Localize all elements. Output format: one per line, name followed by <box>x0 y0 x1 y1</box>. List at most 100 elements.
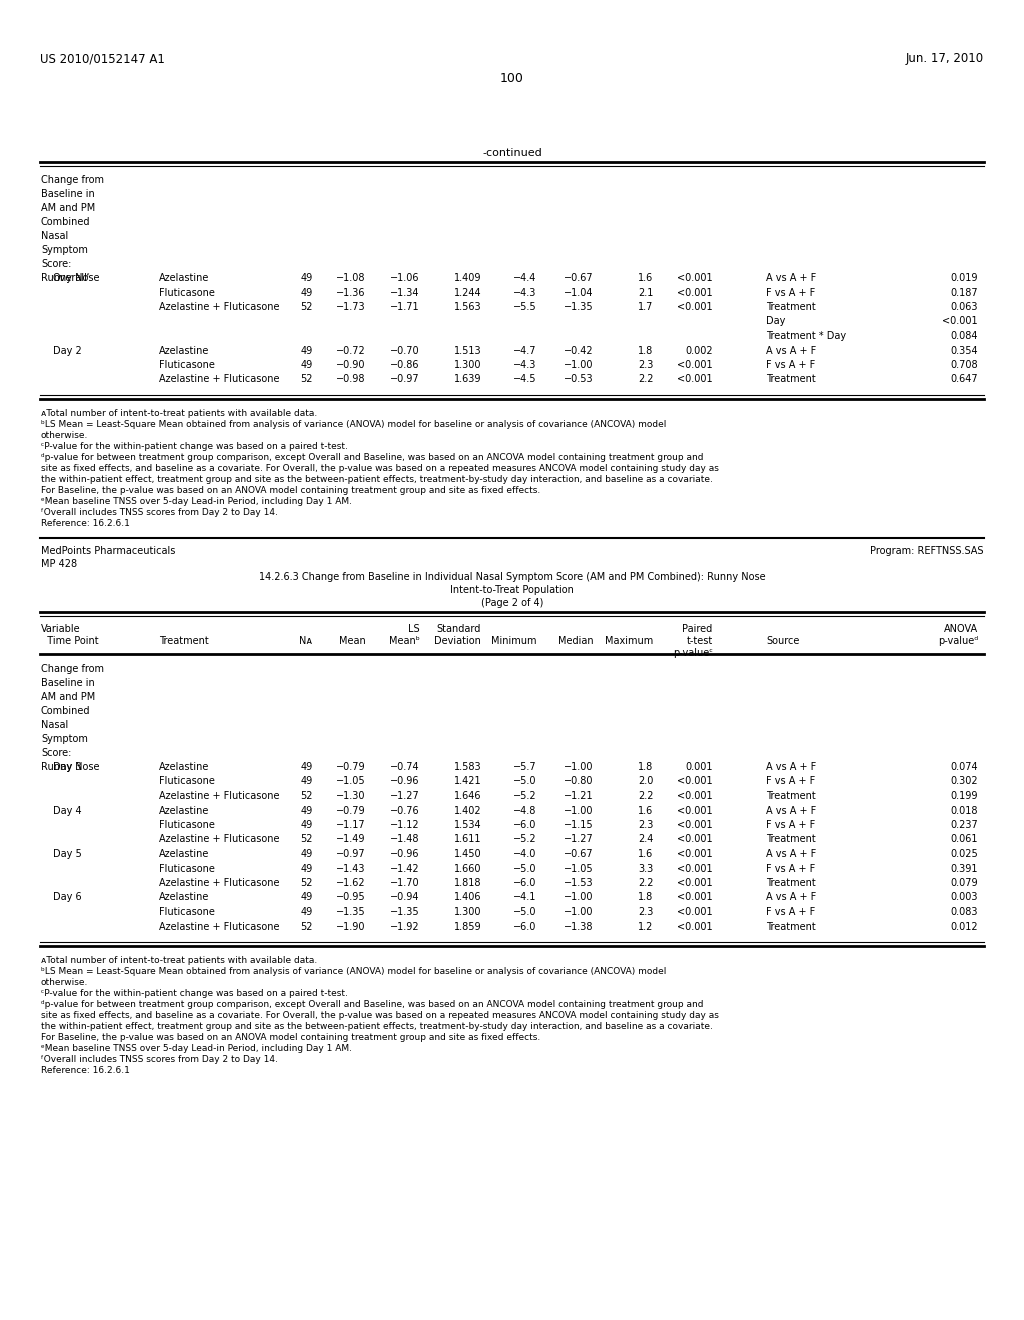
Text: p-valueᶜ: p-valueᶜ <box>673 648 713 657</box>
Text: ᶜP-value for the within-patient change was based on a paired t-test.: ᶜP-value for the within-patient change w… <box>41 989 348 998</box>
Text: Nᴀ: Nᴀ <box>299 636 312 645</box>
Text: ᶠOverall includes TNSS scores from Day 2 to Day 14.: ᶠOverall includes TNSS scores from Day 2… <box>41 508 278 517</box>
Text: 49: 49 <box>300 805 312 816</box>
Text: otherwise.: otherwise. <box>41 432 88 440</box>
Text: 0.237: 0.237 <box>950 820 978 830</box>
Text: Treatment: Treatment <box>766 375 816 384</box>
Text: 0.061: 0.061 <box>950 834 978 845</box>
Text: −0.74: −0.74 <box>390 762 420 772</box>
Text: −1.49: −1.49 <box>336 834 366 845</box>
Text: −5.2: −5.2 <box>513 791 537 801</box>
Text: Day 5: Day 5 <box>53 849 82 859</box>
Text: 49: 49 <box>300 776 312 787</box>
Text: 0.084: 0.084 <box>950 331 978 341</box>
Text: Reference: 16.2.6.1: Reference: 16.2.6.1 <box>41 1067 130 1074</box>
Text: ᴀTotal number of intent-to-treat patients with available data.: ᴀTotal number of intent-to-treat patient… <box>41 409 317 418</box>
Text: 0.018: 0.018 <box>950 805 978 816</box>
Text: Treatment: Treatment <box>766 302 816 312</box>
Text: t-test: t-test <box>686 636 713 645</box>
Text: 1.6: 1.6 <box>638 849 653 859</box>
Text: site as fixed effects, and baseline as a covariate. For Overall, the p-value was: site as fixed effects, and baseline as a… <box>41 465 719 473</box>
Text: Score:: Score: <box>41 259 72 269</box>
Text: the within-patient effect, treatment group and site as the between-patient effec: the within-patient effect, treatment gro… <box>41 475 713 484</box>
Text: Azelastine: Azelastine <box>159 805 209 816</box>
Text: −0.67: −0.67 <box>564 849 594 859</box>
Text: Day: Day <box>766 317 785 326</box>
Text: <0.001: <0.001 <box>677 921 713 932</box>
Text: −1.90: −1.90 <box>336 921 366 932</box>
Text: Runny Nose: Runny Nose <box>41 762 99 772</box>
Text: −1.00: −1.00 <box>564 360 594 370</box>
Text: Azelastine: Azelastine <box>159 273 209 282</box>
Text: AM and PM: AM and PM <box>41 203 95 213</box>
Text: <0.001: <0.001 <box>677 907 713 917</box>
Text: −4.3: −4.3 <box>513 360 537 370</box>
Text: Azelastine + Fluticasone: Azelastine + Fluticasone <box>159 302 280 312</box>
Text: 1.6: 1.6 <box>638 805 653 816</box>
Text: 1.818: 1.818 <box>454 878 481 888</box>
Text: ᵈp-value for between treatment group comparison, except Overall and Baseline, wa: ᵈp-value for between treatment group com… <box>41 453 703 462</box>
Text: F vs A + F: F vs A + F <box>766 820 815 830</box>
Text: 49: 49 <box>300 863 312 874</box>
Text: MedPoints Pharmaceuticals: MedPoints Pharmaceuticals <box>41 546 175 556</box>
Text: −6.0: −6.0 <box>513 921 537 932</box>
Text: −1.43: −1.43 <box>336 863 366 874</box>
Text: ᵉMean baseline TNSS over 5-day Lead-in Period, including Day 1 AM.: ᵉMean baseline TNSS over 5-day Lead-in P… <box>41 1044 352 1053</box>
Text: Median: Median <box>558 636 594 645</box>
Text: −1.00: −1.00 <box>564 907 594 917</box>
Text: 52: 52 <box>300 791 312 801</box>
Text: Overallᶠ: Overallᶠ <box>53 273 91 282</box>
Text: −1.27: −1.27 <box>564 834 594 845</box>
Text: 1.406: 1.406 <box>454 892 481 903</box>
Text: −5.0: −5.0 <box>513 907 537 917</box>
Text: 0.001: 0.001 <box>685 762 713 772</box>
Text: ᵉMean baseline TNSS over 5-day Lead-in Period, including Day 1 AM.: ᵉMean baseline TNSS over 5-day Lead-in P… <box>41 498 352 506</box>
Text: −1.12: −1.12 <box>390 820 420 830</box>
Text: −1.27: −1.27 <box>390 791 420 801</box>
Text: site as fixed effects, and baseline as a covariate. For Overall, the p-value was: site as fixed effects, and baseline as a… <box>41 1011 719 1020</box>
Text: 0.647: 0.647 <box>950 375 978 384</box>
Text: −0.95: −0.95 <box>336 892 366 903</box>
Text: −5.7: −5.7 <box>513 762 537 772</box>
Text: <0.001: <0.001 <box>677 776 713 787</box>
Text: 2.0: 2.0 <box>638 776 653 787</box>
Text: the within-patient effect, treatment group and site as the between-patient effec: the within-patient effect, treatment gro… <box>41 1022 713 1031</box>
Text: −4.3: −4.3 <box>513 288 537 297</box>
Text: −0.86: −0.86 <box>390 360 420 370</box>
Text: (Page 2 of 4): (Page 2 of 4) <box>481 598 543 609</box>
Text: −1.92: −1.92 <box>390 921 420 932</box>
Text: 100: 100 <box>500 73 524 84</box>
Text: 49: 49 <box>300 346 312 355</box>
Text: −4.7: −4.7 <box>513 346 537 355</box>
Text: A vs A + F: A vs A + F <box>766 346 816 355</box>
Text: Symptom: Symptom <box>41 246 88 255</box>
Text: <0.001: <0.001 <box>677 820 713 830</box>
Text: ᴀTotal number of intent-to-treat patients with available data.: ᴀTotal number of intent-to-treat patient… <box>41 956 317 965</box>
Text: 1.7: 1.7 <box>638 302 653 312</box>
Text: ᵈp-value for between treatment group comparison, except Overall and Baseline, wa: ᵈp-value for between treatment group com… <box>41 1001 703 1008</box>
Text: 1.300: 1.300 <box>454 907 481 917</box>
Text: 52: 52 <box>300 375 312 384</box>
Text: 52: 52 <box>300 921 312 932</box>
Text: 0.302: 0.302 <box>950 776 978 787</box>
Text: −1.08: −1.08 <box>336 273 366 282</box>
Text: 1.402: 1.402 <box>454 805 481 816</box>
Text: Minimum: Minimum <box>492 636 537 645</box>
Text: AM and PM: AM and PM <box>41 692 95 702</box>
Text: Azelastine: Azelastine <box>159 849 209 859</box>
Text: −0.98: −0.98 <box>336 375 366 384</box>
Text: −1.38: −1.38 <box>564 921 594 932</box>
Text: Azelastine: Azelastine <box>159 346 209 355</box>
Text: 1.660: 1.660 <box>454 863 481 874</box>
Text: A vs A + F: A vs A + F <box>766 805 816 816</box>
Text: −1.06: −1.06 <box>390 273 420 282</box>
Text: −1.15: −1.15 <box>564 820 594 830</box>
Text: <0.001: <0.001 <box>677 791 713 801</box>
Text: Combined: Combined <box>41 706 90 715</box>
Text: Meanᵇ: Meanᵇ <box>389 636 420 645</box>
Text: 49: 49 <box>300 360 312 370</box>
Text: 49: 49 <box>300 892 312 903</box>
Text: 2.4: 2.4 <box>638 834 653 845</box>
Text: otherwise.: otherwise. <box>41 978 88 987</box>
Text: F vs A + F: F vs A + F <box>766 288 815 297</box>
